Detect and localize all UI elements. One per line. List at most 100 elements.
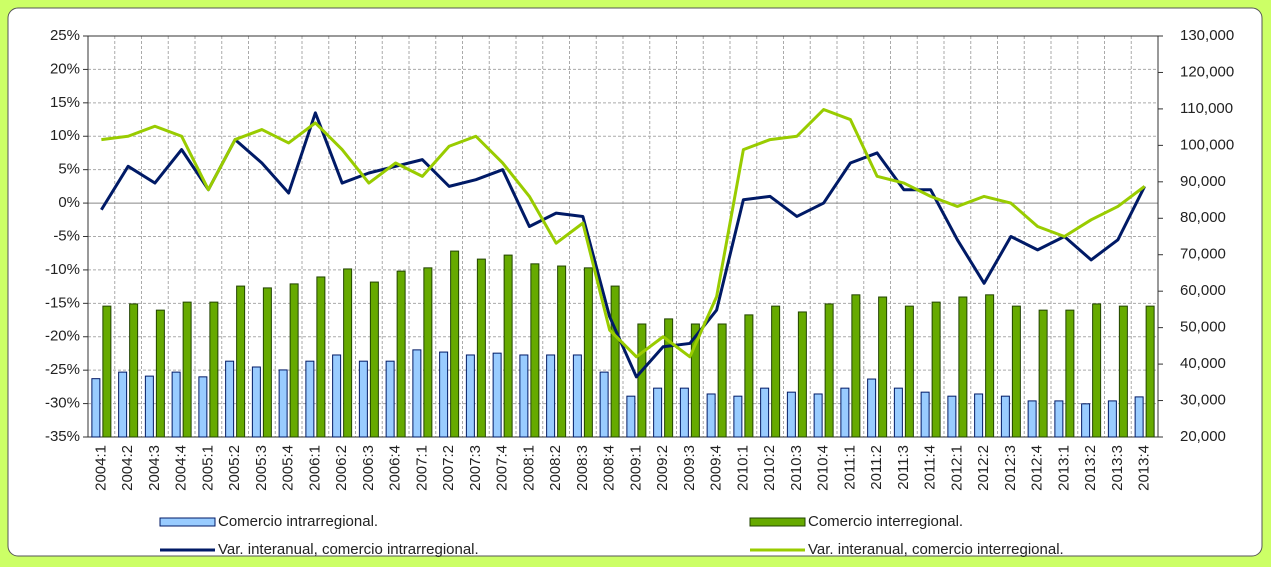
bar [1134, 396, 1144, 438]
bar [1011, 305, 1021, 438]
legend-label: Var. interanual, comercio interregional. [808, 541, 1064, 558]
legend-label: Comercio interregional. [808, 513, 963, 530]
bar [583, 267, 593, 438]
bar [637, 323, 647, 438]
bar [1065, 309, 1075, 438]
x-tick-label: 2009:4 [708, 445, 725, 491]
y2-tick-label: 60,000 [1180, 282, 1226, 299]
x-tick-label: 2011:2 [868, 445, 885, 490]
y-tick-label: -25% [45, 361, 80, 378]
bar [813, 393, 823, 438]
bar [904, 305, 914, 438]
y-tick-label: 15% [50, 94, 80, 111]
bar [1000, 395, 1010, 438]
bar [931, 301, 941, 438]
x-tick-label: 2006:4 [387, 445, 404, 491]
y-tick-label: -15% [45, 294, 80, 311]
bar [530, 263, 540, 438]
x-tick-label: 2010:4 [815, 445, 832, 491]
bar [1092, 303, 1102, 438]
y2-tick-label: 120,000 [1180, 63, 1234, 80]
x-tick-label: 2008:2 [547, 445, 564, 491]
x-tick-label: 2007:1 [413, 445, 430, 491]
x-tick-label: 2005:2 [226, 445, 243, 491]
y-tick-label: -20% [45, 328, 80, 345]
bar [974, 393, 984, 438]
bar [958, 296, 968, 438]
y-tick-label: -30% [45, 395, 80, 412]
bar [546, 354, 556, 438]
y2-tick-label: 110,000 [1180, 100, 1233, 117]
x-tick-label: 2005:1 [199, 445, 216, 491]
x-tick-label: 2013:4 [1136, 445, 1153, 491]
bar [209, 301, 219, 438]
bar [1081, 403, 1091, 438]
bar [717, 323, 727, 438]
bar [985, 294, 995, 438]
bar [867, 378, 877, 438]
line [101, 108, 1146, 359]
x-tick-label: 2011:1 [841, 445, 858, 490]
y-tick-label: 0% [58, 194, 80, 211]
bar [385, 360, 395, 438]
x-tick-label: 2008:1 [520, 445, 537, 491]
bar [118, 371, 128, 438]
bar [690, 323, 700, 438]
bar [679, 387, 689, 438]
bar [144, 375, 154, 438]
x-tick-label: 2009:3 [681, 445, 698, 491]
bar [171, 371, 181, 438]
x-tick-label: 2005:4 [280, 445, 297, 491]
x-tick-label: 2004:3 [146, 445, 163, 491]
bar [1054, 400, 1064, 438]
bar [155, 309, 165, 438]
bar [797, 311, 807, 438]
y-tick-label: 5% [58, 161, 80, 178]
x-tick-label: 2013:1 [1055, 445, 1072, 491]
bar [760, 387, 770, 438]
x-tick-label: 2012:2 [975, 445, 992, 491]
y2-tick-label: 20,000 [1180, 428, 1226, 445]
x-tick-label: 2013:3 [1109, 445, 1126, 491]
bar [733, 395, 743, 438]
bar [476, 258, 486, 438]
bar [572, 354, 582, 438]
y2-tick-label: 30,000 [1180, 392, 1226, 409]
y2-tick-label: 130,000 [1180, 27, 1234, 44]
bar [305, 360, 315, 438]
legend-label: Comercio intrarregional. [218, 513, 378, 530]
bar [1118, 305, 1128, 438]
y-tick-label: 10% [50, 127, 80, 144]
x-tick-label: 2004:2 [119, 445, 136, 491]
bar [610, 285, 620, 438]
bar [289, 283, 299, 438]
x-tick-label: 2007:2 [440, 445, 457, 491]
y2-tick-label: 40,000 [1180, 355, 1226, 372]
bar [129, 303, 139, 438]
bar [198, 376, 208, 438]
y-tick-label: -10% [45, 261, 80, 278]
bar [664, 318, 674, 438]
bar [557, 265, 567, 438]
bar [225, 360, 235, 438]
bar [771, 305, 781, 438]
bar [1145, 305, 1155, 438]
x-tick-label: 2005:3 [253, 445, 270, 491]
y2-tick-label: 100,000 [1180, 136, 1234, 153]
y-tick-label: -5% [53, 227, 80, 244]
x-tick-label: 2007:4 [494, 445, 511, 491]
bar [91, 378, 101, 438]
bar [316, 276, 326, 438]
bar [182, 301, 192, 438]
bar [1107, 400, 1117, 438]
legend-label: Var. interanual, comercio intrarregional… [218, 541, 479, 558]
bar [599, 371, 609, 438]
plot-frame [87, 35, 1159, 438]
x-tick-label: 2010:1 [734, 445, 751, 491]
bar [1038, 309, 1048, 438]
x-tick-label: 2009:1 [627, 445, 644, 491]
bar [332, 354, 342, 438]
bar [878, 296, 888, 438]
x-tick-label: 2008:4 [601, 445, 618, 491]
